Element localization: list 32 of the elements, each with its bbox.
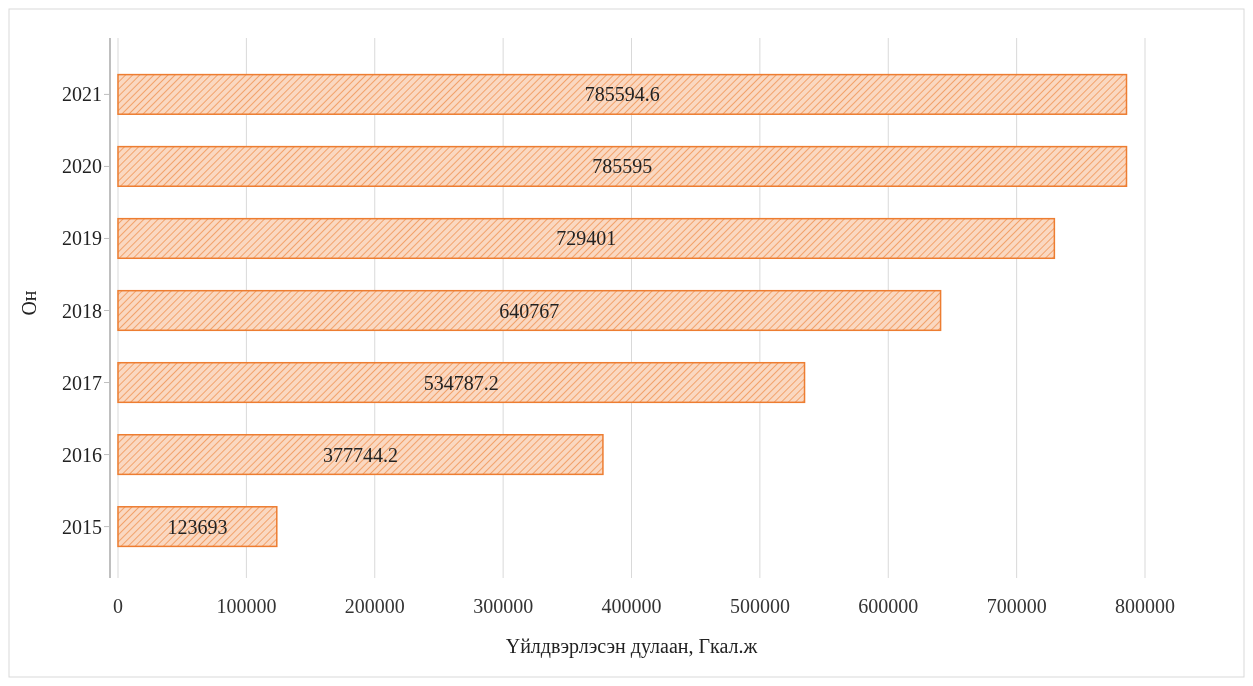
- bar: [117, 289, 942, 332]
- bar: [117, 506, 278, 548]
- y-tick-label: 2021: [62, 83, 102, 106]
- y-tick-label: 2016: [62, 443, 102, 466]
- x-axis-title: Үйлдвэрлэсэн дулаан, Гкал.ж: [505, 635, 758, 658]
- y-tick-label: 2018: [62, 299, 102, 322]
- data-label: 785595: [592, 155, 653, 178]
- y-axis-title: Он: [18, 290, 40, 316]
- x-tick-label: 0: [113, 595, 123, 617]
- data-label: 534787.2: [423, 371, 499, 394]
- bar: [117, 73, 1128, 115]
- bar: [117, 434, 604, 476]
- x-tick-label: 800000: [1115, 595, 1175, 617]
- data-label: 729401: [556, 227, 617, 250]
- x-tick-label: 100000: [216, 595, 277, 617]
- bar: [117, 361, 806, 404]
- x-tick-label: 600000: [858, 595, 919, 617]
- data-label: 640767: [499, 299, 560, 322]
- y-tick-label: 2020: [62, 155, 102, 178]
- bar: [117, 217, 1056, 260]
- x-tick-label: 500000: [729, 595, 790, 617]
- data-label: 377744.2: [322, 443, 398, 466]
- y-tick-label: 2019: [62, 227, 102, 250]
- data-label: 785594.6: [584, 83, 660, 106]
- x-tick-label: 300000: [473, 595, 534, 617]
- bar: [117, 145, 1128, 187]
- x-tick-label: 700000: [986, 595, 1047, 617]
- y-tick-label: 2015: [62, 515, 102, 538]
- y-tick-label: 2017: [62, 371, 102, 394]
- x-tick-label: 400000: [601, 595, 662, 617]
- data-label: 123693: [167, 515, 228, 538]
- x-tick-label: 200000: [344, 595, 405, 617]
